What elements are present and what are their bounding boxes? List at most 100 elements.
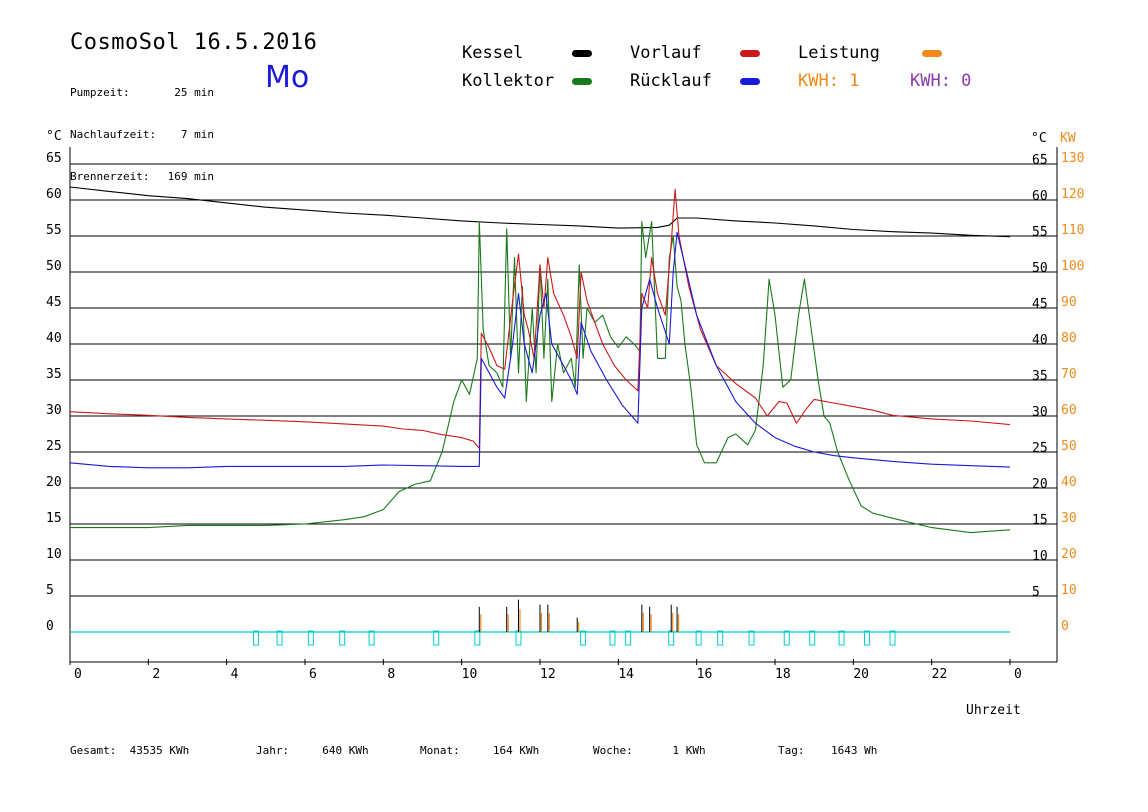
x-tick-label: 2 bbox=[152, 667, 160, 682]
y-unit-right: °C bbox=[1031, 131, 1047, 146]
pump-marker bbox=[889, 630, 896, 646]
y-tick-right: 45 bbox=[1032, 297, 1048, 312]
y-tick-left: 55 bbox=[46, 223, 62, 238]
series-line-vorlauf bbox=[69, 188, 1011, 449]
pump-marker bbox=[368, 630, 375, 646]
x-tick-label: 10 bbox=[462, 667, 478, 682]
y-tick-left: 0 bbox=[46, 619, 54, 634]
y-tick-right: 20 bbox=[1032, 477, 1048, 492]
pump-marker bbox=[864, 630, 871, 646]
legend-kollektor-label: Kollektor bbox=[462, 71, 555, 91]
pump-marker bbox=[609, 630, 616, 646]
y-tick-right: 50 bbox=[1032, 261, 1048, 276]
y-tick-power: 100 bbox=[1061, 259, 1084, 274]
y-tick-left: 25 bbox=[46, 439, 62, 454]
pump-marker bbox=[474, 630, 481, 646]
y-tick-power: 30 bbox=[1061, 511, 1077, 526]
x-tick-label: 8 bbox=[387, 667, 395, 682]
y-tick-power: 90 bbox=[1061, 295, 1077, 310]
y-tick-left: 65 bbox=[46, 151, 62, 166]
y-tick-left: 10 bbox=[46, 547, 62, 562]
y-tick-left: 45 bbox=[46, 295, 62, 310]
y-tick-power: 20 bbox=[1061, 547, 1077, 562]
legend-kessel-swatch bbox=[572, 50, 592, 57]
pump-marker bbox=[668, 630, 675, 646]
legend-kwh-2: KWH: 0 bbox=[910, 71, 972, 91]
pump-marker bbox=[515, 630, 522, 646]
x-tick-label: 4 bbox=[231, 667, 239, 682]
legend-ruecklauf-label: Rücklauf bbox=[630, 71, 712, 91]
y-tick-right: 35 bbox=[1032, 369, 1048, 384]
x-tick-label: 20 bbox=[853, 667, 869, 682]
y-tick-right: 30 bbox=[1032, 405, 1048, 420]
pump-marker bbox=[717, 630, 724, 646]
legend-kollektor-swatch bbox=[572, 78, 592, 85]
y-tick-right: 25 bbox=[1032, 441, 1048, 456]
series-line-ruecklauf bbox=[69, 231, 1011, 469]
legend-leistung-swatch bbox=[922, 50, 942, 57]
legend-kessel-label: Kessel bbox=[462, 43, 524, 63]
y-tick-power: 10 bbox=[1061, 583, 1077, 598]
y-tick-left: 5 bbox=[46, 583, 54, 598]
stat-pumpzeit: Pumpzeit: 25 min bbox=[70, 86, 214, 99]
pump-marker bbox=[307, 630, 314, 646]
pump-marker bbox=[253, 630, 260, 646]
y-tick-power: 120 bbox=[1061, 187, 1084, 202]
footer-jahr: Jahr: 640 KWh bbox=[256, 744, 369, 757]
pump-marker bbox=[783, 630, 790, 646]
pump-marker bbox=[838, 630, 845, 646]
x-tick-label: 16 bbox=[697, 667, 713, 682]
footer-monat: Monat: 164 KWh bbox=[420, 744, 540, 757]
y-tick-power: 80 bbox=[1061, 331, 1077, 346]
y-tick-right: 15 bbox=[1032, 513, 1048, 528]
footer-tag: Tag: 1643 Wh bbox=[778, 744, 878, 757]
x-tick-label: 6 bbox=[309, 667, 317, 682]
y-tick-left: 35 bbox=[46, 367, 62, 382]
y-tick-left: 50 bbox=[46, 259, 62, 274]
y-tick-power: 60 bbox=[1061, 403, 1077, 418]
stat-nachlaufzeit: Nachlaufzeit: 7 min bbox=[70, 128, 214, 141]
y-tick-power: 130 bbox=[1061, 151, 1084, 166]
legend-vorlauf-label: Vorlauf bbox=[630, 43, 702, 63]
y-tick-left: 15 bbox=[46, 511, 62, 526]
legend-ruecklauf-swatch bbox=[740, 78, 760, 85]
pump-marker bbox=[276, 630, 283, 646]
x-tick-label: 12 bbox=[540, 667, 556, 682]
chart-title: CosmoSol 16.5.2016 bbox=[70, 30, 318, 55]
pump-marker bbox=[580, 630, 587, 646]
stats-block: Pumpzeit: 25 min Nachlaufzeit: 7 min Brenn… bbox=[70, 58, 214, 198]
footer-woche: Woche: 1 KWh bbox=[593, 744, 706, 757]
series-line-kessel bbox=[69, 186, 1011, 238]
pump-marker bbox=[695, 630, 702, 646]
y-tick-power: 40 bbox=[1061, 475, 1077, 490]
x-axis-title: Uhrzeit bbox=[966, 703, 1021, 718]
pump-marker bbox=[339, 630, 346, 646]
y-tick-power: 50 bbox=[1061, 439, 1077, 454]
pump-marker bbox=[433, 630, 440, 646]
y-tick-left: 30 bbox=[46, 403, 62, 418]
x-tick-label: 18 bbox=[775, 667, 791, 682]
pump-marker bbox=[748, 630, 755, 646]
weekday-label: Mo bbox=[265, 60, 310, 95]
x-tick-label: 14 bbox=[618, 667, 634, 682]
y-tick-power: 0 bbox=[1061, 619, 1069, 634]
pump-marker bbox=[625, 630, 632, 646]
y-tick-right: 5 bbox=[1032, 585, 1040, 600]
pump-marker bbox=[809, 630, 816, 646]
y-tick-power: 70 bbox=[1061, 367, 1077, 382]
y-tick-right: 40 bbox=[1032, 333, 1048, 348]
series-line-kollektor bbox=[70, 221, 1011, 534]
y-tick-right: 65 bbox=[1032, 153, 1048, 168]
x-tick-label: 0 bbox=[1014, 667, 1022, 682]
x-tick-label: 0 bbox=[74, 667, 82, 682]
y-tick-left: 40 bbox=[46, 331, 62, 346]
y-tick-left: 20 bbox=[46, 475, 62, 490]
stat-brennerzeit: Brennerzeit: 169 min bbox=[70, 170, 214, 183]
y-unit-power: KW bbox=[1060, 131, 1076, 146]
y-tick-right: 10 bbox=[1032, 549, 1048, 564]
legend-leistung-label: Leistung bbox=[798, 43, 880, 63]
footer-gesamt: Gesamt: 43535 KWh bbox=[70, 744, 190, 757]
y-tick-power: 110 bbox=[1061, 223, 1084, 238]
y-tick-left: 60 bbox=[46, 187, 62, 202]
